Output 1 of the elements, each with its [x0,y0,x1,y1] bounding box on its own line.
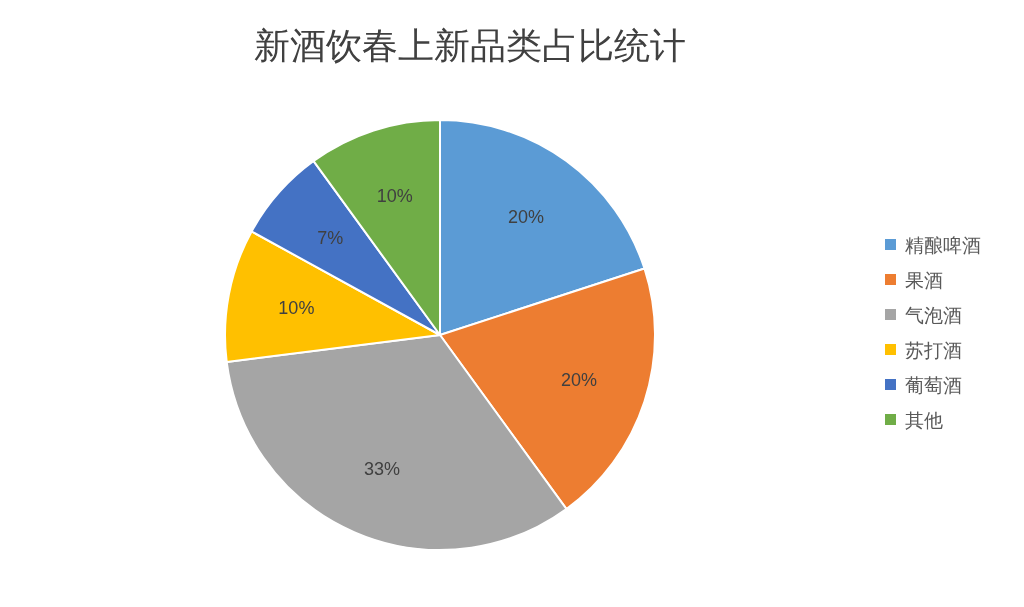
title: 新酒饮春上新品类占比统计 [254,25,686,66]
